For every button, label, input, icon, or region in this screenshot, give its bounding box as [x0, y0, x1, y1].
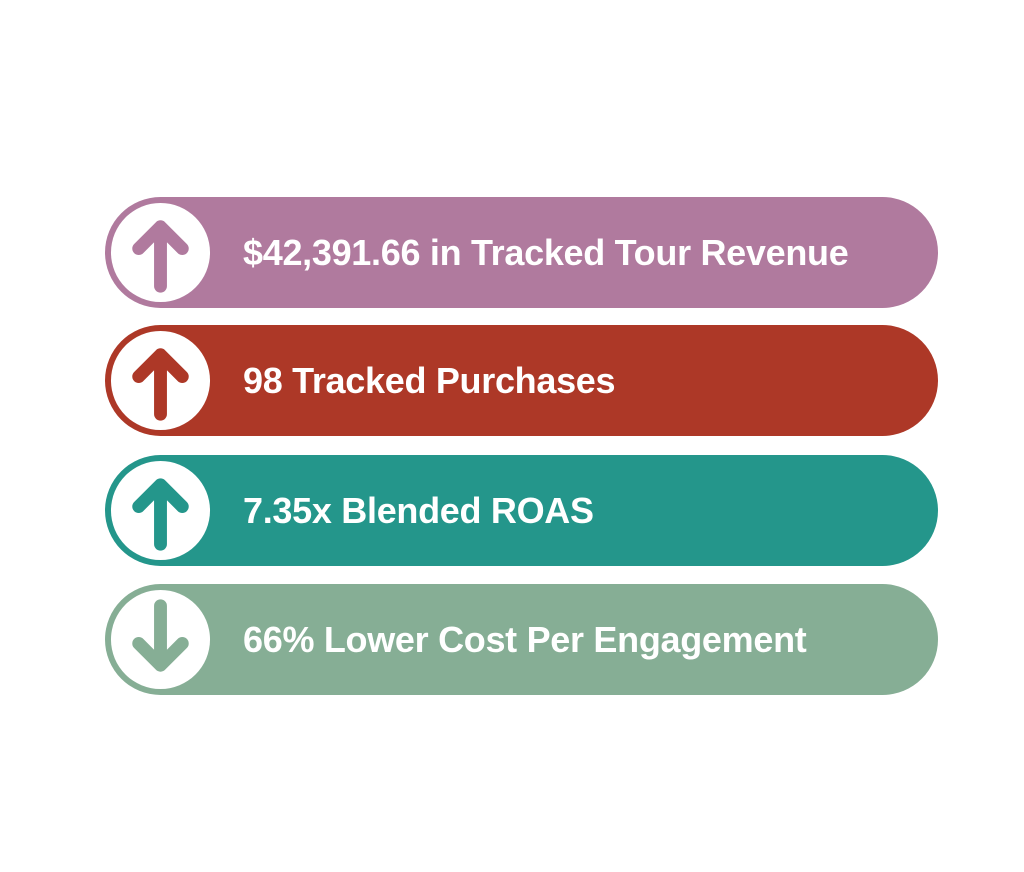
banner-text: 7.35x Blended ROAS	[243, 490, 594, 531]
arrow-down-icon	[110, 589, 211, 690]
banner: 98 Tracked Purchases	[105, 325, 938, 436]
banner: 7.35x Blended ROAS	[105, 455, 938, 566]
arrow-up-icon	[110, 202, 211, 303]
banner-text: 66% Lower Cost Per Engagement	[243, 619, 807, 660]
arrow-up-icon	[110, 460, 211, 561]
arrow-up-icon	[110, 330, 211, 431]
banner-text: 98 Tracked Purchases	[243, 360, 616, 401]
banner-text: $42,391.66 in Tracked Tour Revenue	[243, 232, 849, 273]
banner: 66% Lower Cost Per Engagement	[105, 584, 938, 695]
banner: $42,391.66 in Tracked Tour Revenue	[105, 197, 938, 308]
